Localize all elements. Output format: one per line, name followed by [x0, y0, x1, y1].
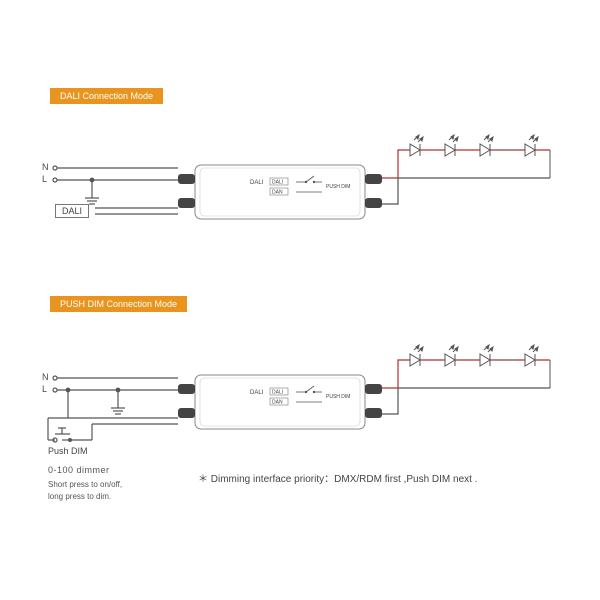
svg-text:DAN: DAN: [272, 400, 283, 406]
note-priority: ＊ Dimming interface priority：DMX/RDM fir…: [198, 470, 478, 485]
svg-text:DALI: DALI: [250, 180, 264, 186]
note-dimmer-sub2: long press to dim.: [48, 492, 111, 501]
svg-text:DALI: DALI: [272, 390, 283, 396]
led-output-2: [382, 360, 550, 414]
label-l-1: L: [42, 174, 47, 184]
banner-dali-mode: DALI Connection Mode: [50, 88, 163, 104]
dali-input-1: [95, 208, 178, 214]
label-n-2: N: [42, 372, 49, 382]
led-chain-1: [410, 135, 550, 178]
label-pushdim-2: Push DIM: [48, 446, 88, 456]
ac-input-1: [53, 166, 178, 204]
ac-input-2: [53, 376, 178, 414]
banner-pushdim-mode: PUSH DIM Connection Mode: [50, 296, 187, 312]
note-dimmer-title: 0-100 dimmer: [48, 465, 110, 475]
pushdim-input-2: [48, 388, 178, 442]
svg-text:PUSH DIM: PUSH DIM: [326, 184, 350, 190]
led-output-1: [382, 150, 550, 204]
svg-text:DAN: DAN: [272, 190, 283, 196]
svg-text:PUSH DIM: PUSH DIM: [326, 394, 350, 400]
label-n-1: N: [42, 162, 49, 172]
label-dali-1: DALI: [55, 204, 89, 218]
diagram-dali: DALI DALI DAN PUSH DIM: [0, 130, 600, 270]
label-l-2: L: [42, 384, 47, 394]
note-dimmer-sub1: Short press to on/off,: [48, 480, 122, 489]
svg-text:DALI: DALI: [272, 180, 283, 186]
svg-text:DALI: DALI: [250, 390, 264, 396]
led-chain-2: [410, 345, 550, 388]
